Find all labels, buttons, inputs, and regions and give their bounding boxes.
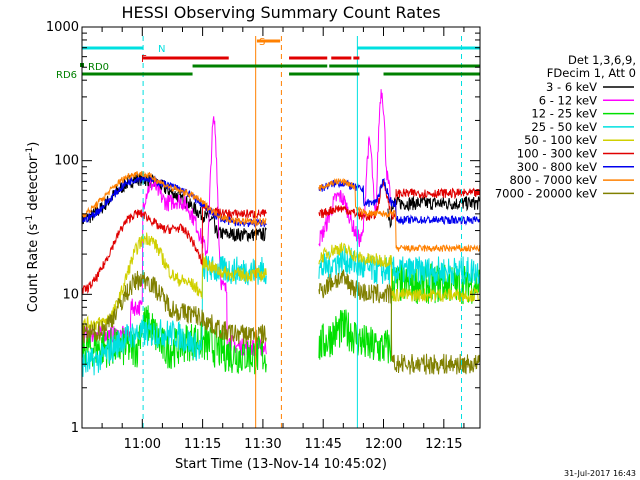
legend-label: 12 - 25 keV xyxy=(531,107,597,121)
legend-label: 6 - 12 keV xyxy=(539,93,597,107)
legend-label: 25 - 50 keV xyxy=(531,120,597,134)
legend-header-1: Det 1,3,6,9, xyxy=(568,53,636,67)
series-line-6 xyxy=(81,179,480,295)
flag-label-rd0: RD0 xyxy=(88,62,109,73)
legend-header-2: FDecim 1, Att 0 xyxy=(547,66,636,80)
flag-label-f: F xyxy=(141,54,147,65)
y-tick-label: 100 xyxy=(54,154,79,169)
y-tick-label: 1000 xyxy=(46,20,79,35)
x-tick-label: 12:15 xyxy=(425,437,462,452)
legend-label: 300 - 800 keV xyxy=(517,160,597,174)
flag-label-rd6: RD6 xyxy=(56,70,77,81)
y-tick-label: 1 xyxy=(71,421,79,436)
series-line-5 xyxy=(81,232,480,331)
x-axis-label: Start Time (13-Nov-14 10:45:02) xyxy=(175,457,387,472)
chart-title: HESSI Observing Summary Count Rates xyxy=(121,3,440,22)
legend-label: 800 - 7000 keV xyxy=(509,173,597,187)
x-tick-label: 12:00 xyxy=(365,437,402,452)
series-line-8 xyxy=(81,170,480,253)
y-tick-label: 10 xyxy=(62,287,79,302)
legend-label: 50 - 100 keV xyxy=(524,133,597,147)
flag-label-n: N xyxy=(158,44,165,55)
timestamp: 31-Jul-2017 16:43 xyxy=(564,469,636,478)
x-tick-label: 11:45 xyxy=(304,437,341,452)
legend-label: 100 - 300 keV xyxy=(517,147,597,161)
flag-layer: NF S RD0 RD6 xyxy=(56,36,480,428)
series-line-1 xyxy=(81,172,480,243)
x-tick-label: 11:00 xyxy=(124,437,161,452)
x-tick-label: 11:30 xyxy=(244,437,281,452)
series-line-9 xyxy=(81,269,480,375)
plot-frame xyxy=(81,26,481,429)
data-layer xyxy=(81,89,480,377)
y-axis-label: Count Rate (s-1 detector-1) xyxy=(25,142,41,313)
flag-label-s: S xyxy=(259,37,265,48)
x-tick-label: 11:15 xyxy=(184,437,221,452)
axis-layer: 1 10 100 1000 11:00 11:15 11:30 11:45 12:00 12:15 xyxy=(46,20,480,452)
legend: Det 1,3,6,9, FDecim 1, Att 0 3 - 6 keV6 … xyxy=(495,53,636,200)
series-line-4 xyxy=(81,245,480,377)
legend-label: 7000 - 20000 keV xyxy=(495,186,597,200)
legend-label: 3 - 6 keV xyxy=(546,80,597,94)
